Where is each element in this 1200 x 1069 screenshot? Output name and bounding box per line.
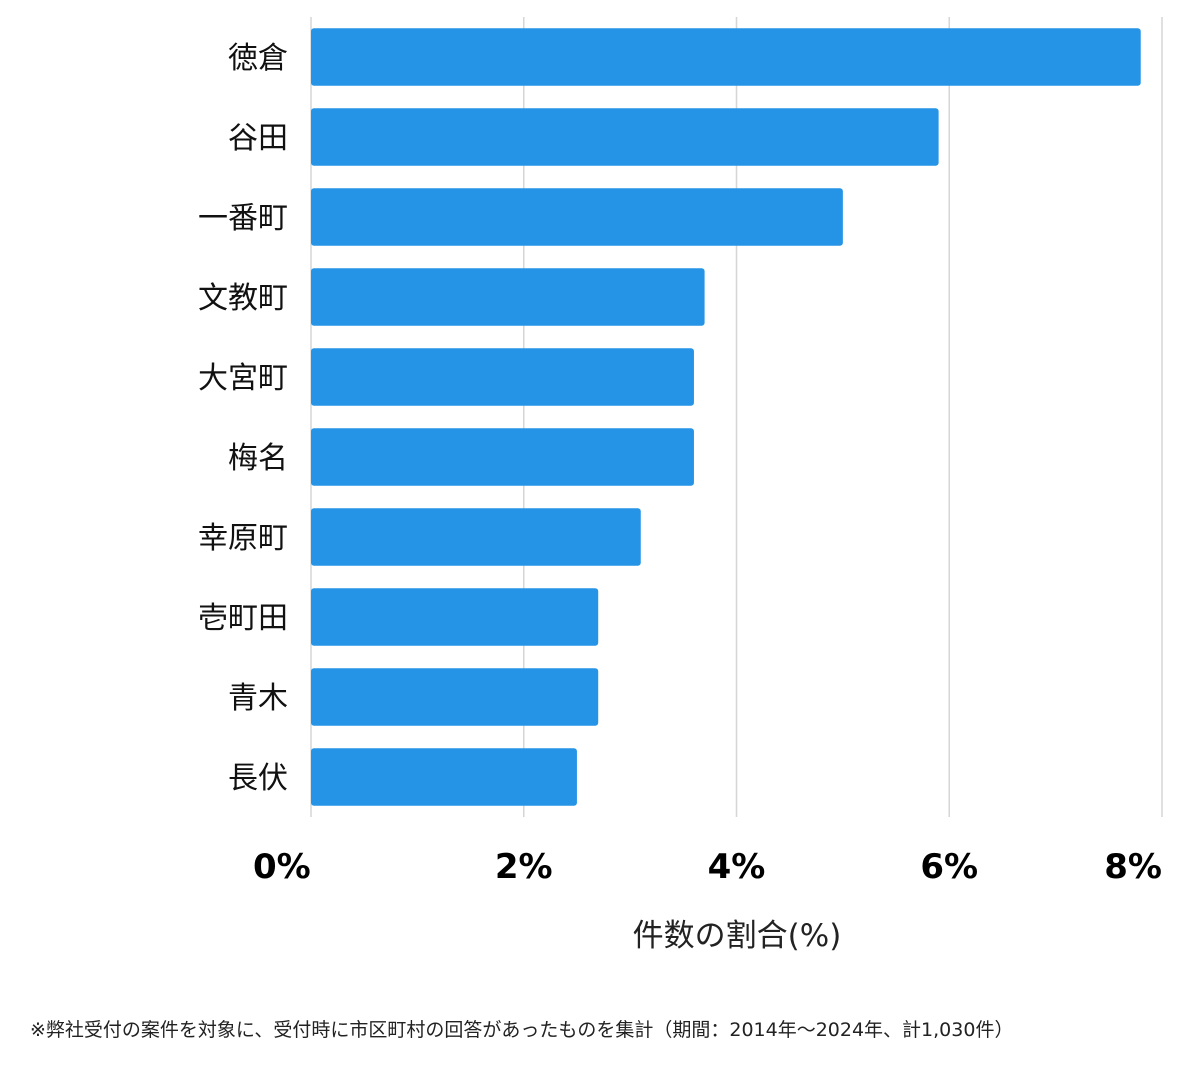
x-tick-label: 2% [495, 847, 553, 887]
category-label: 壱町田 [198, 601, 288, 636]
bar [311, 188, 843, 246]
bars [311, 28, 1141, 806]
bar [311, 508, 641, 566]
category-label: 青木 [228, 681, 288, 716]
category-label: 文教町 [198, 281, 288, 316]
x-tick-labels: 0% 2% 4% 6% 8% [253, 847, 1162, 887]
footnote: ※弊社受付の案件を対象に、受付時に市区町村の回答があったものを集計（期間：201… [30, 1019, 1014, 1041]
bar [311, 748, 577, 806]
category-label: 一番町 [198, 201, 288, 236]
bar [311, 108, 939, 166]
bar [311, 28, 1141, 86]
x-tick-label: 0% [253, 847, 311, 887]
x-tick-label: 8% [1104, 847, 1162, 887]
category-label: 幸原町 [198, 521, 288, 556]
bar [311, 428, 694, 486]
category-label: 谷田 [228, 121, 288, 156]
category-label: 大宮町 [198, 361, 288, 396]
x-tick-label: 6% [920, 847, 978, 887]
category-label: 長伏 [228, 761, 288, 796]
bar [311, 348, 694, 406]
category-label: 徳倉 [228, 41, 288, 76]
x-axis-title: 件数の割合(%) [633, 918, 842, 954]
bar [311, 588, 599, 646]
category-label: 梅名 [228, 441, 288, 476]
bar [311, 668, 599, 726]
x-tick-label: 4% [708, 847, 766, 887]
bar [311, 268, 705, 326]
